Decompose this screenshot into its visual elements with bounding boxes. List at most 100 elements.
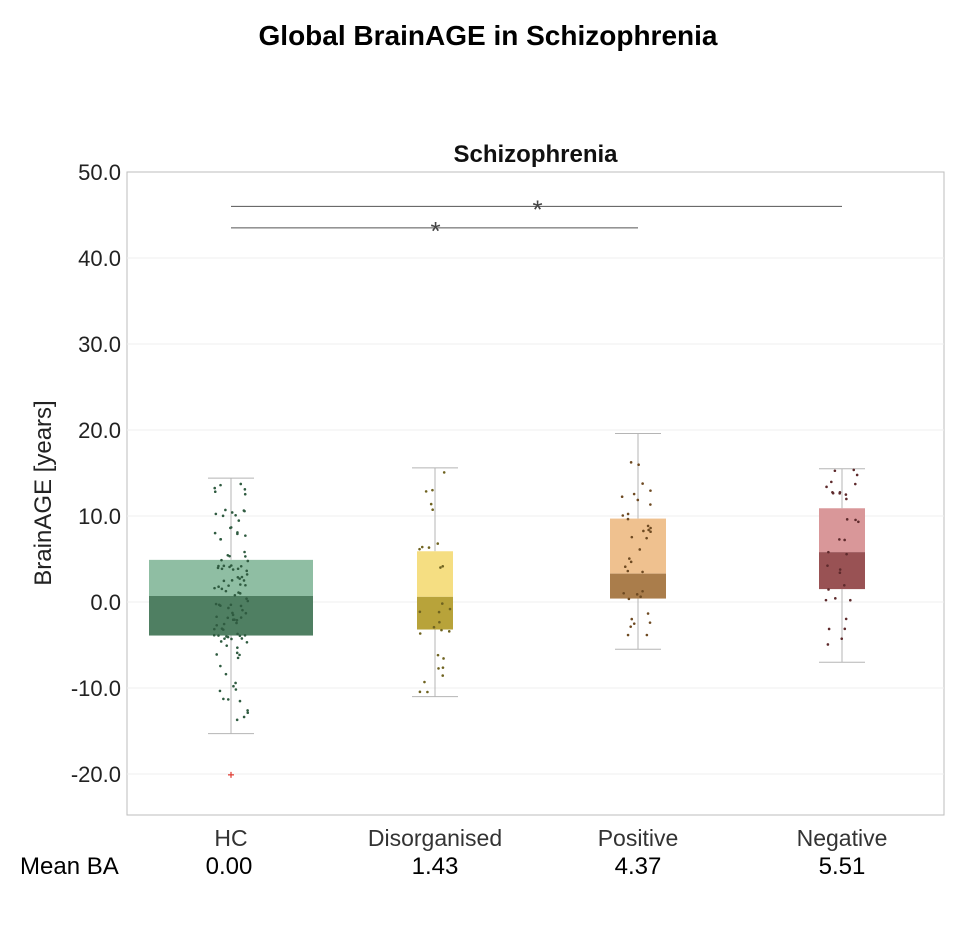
data-point — [842, 583, 846, 587]
data-point — [229, 526, 232, 530]
data-point — [224, 508, 227, 512]
data-point — [239, 616, 243, 619]
data-point — [418, 632, 422, 635]
data-point — [838, 571, 842, 574]
data-point — [231, 611, 234, 615]
data-point — [437, 667, 440, 670]
data-point — [233, 618, 236, 621]
data-point — [244, 611, 248, 615]
data-point — [437, 610, 441, 614]
data-point — [852, 468, 856, 472]
data-point — [642, 529, 645, 533]
data-point — [825, 485, 828, 489]
data-point — [426, 690, 429, 694]
data-point — [244, 555, 247, 558]
data-point — [219, 483, 222, 487]
data-point — [649, 489, 652, 492]
data-point — [237, 519, 241, 522]
box-lower-hc — [149, 595, 313, 636]
data-point — [843, 538, 846, 542]
data-point — [632, 492, 636, 496]
data-point — [246, 711, 250, 715]
data-point — [243, 488, 247, 491]
box-lower-disorganised — [417, 596, 453, 630]
data-point — [226, 635, 230, 639]
x-tick-label: HC — [214, 825, 247, 851]
data-point — [217, 564, 220, 568]
data-point — [214, 602, 218, 606]
data-point — [641, 570, 644, 574]
data-point — [236, 646, 239, 649]
y-tick-label: 20.0 — [78, 418, 121, 443]
mean-value-disorganised: 1.43 — [411, 853, 459, 880]
data-point — [217, 634, 220, 637]
data-point — [628, 557, 631, 560]
box-lower-negative — [819, 552, 865, 590]
data-point — [441, 564, 445, 568]
y-tick-label: 40.0 — [78, 246, 121, 271]
data-point — [227, 606, 230, 610]
data-point — [230, 511, 234, 514]
data-point — [227, 584, 230, 587]
data-point — [242, 715, 246, 719]
data-point — [431, 508, 434, 512]
data-point — [827, 550, 830, 554]
data-point — [239, 564, 243, 568]
data-point — [626, 633, 630, 637]
data-point — [245, 641, 249, 644]
data-point — [245, 569, 249, 573]
data-point — [844, 493, 848, 496]
data-point — [244, 534, 247, 537]
data-point — [418, 690, 422, 694]
data-point — [217, 585, 220, 589]
data-point — [237, 591, 240, 594]
data-point — [648, 621, 652, 624]
x-tick-label: Negative — [797, 825, 888, 851]
box-upper-positive — [610, 518, 666, 574]
data-point — [840, 637, 844, 640]
data-point — [423, 680, 426, 684]
data-point — [245, 597, 248, 600]
x-tick-label: Positive — [598, 825, 679, 851]
data-point — [621, 514, 625, 517]
data-point — [824, 598, 828, 602]
data-point — [222, 564, 226, 568]
data-point — [219, 640, 223, 643]
data-point — [236, 632, 239, 636]
data-point — [236, 576, 240, 579]
significance-star: * — [532, 194, 542, 224]
data-point — [213, 531, 217, 535]
data-point — [218, 689, 222, 693]
data-point — [246, 709, 249, 712]
data-point — [240, 637, 244, 640]
data-point — [620, 495, 624, 499]
y-axis-label: BrainAGE [years] — [30, 400, 57, 585]
data-point — [220, 627, 224, 630]
data-point — [241, 608, 244, 612]
data-point — [219, 537, 223, 541]
y-tick-label: 0.0 — [90, 590, 121, 615]
data-point — [236, 532, 239, 536]
data-point — [630, 617, 634, 621]
data-point — [244, 583, 247, 587]
data-point — [235, 621, 238, 625]
data-point — [213, 490, 217, 493]
data-point — [439, 566, 442, 569]
data-point — [212, 633, 216, 637]
data-point — [438, 620, 441, 624]
data-point — [639, 595, 642, 598]
data-point — [826, 643, 830, 646]
data-point — [228, 554, 231, 558]
data-point — [441, 602, 444, 605]
data-point — [626, 512, 630, 516]
data-point — [236, 567, 240, 571]
data-point — [436, 542, 440, 545]
data-point — [234, 681, 237, 685]
data-point — [436, 653, 440, 657]
data-point — [649, 503, 652, 506]
data-point — [220, 567, 224, 571]
data-point — [246, 599, 250, 603]
mean-value-hc: 0.00 — [205, 853, 253, 880]
data-point — [830, 480, 833, 484]
